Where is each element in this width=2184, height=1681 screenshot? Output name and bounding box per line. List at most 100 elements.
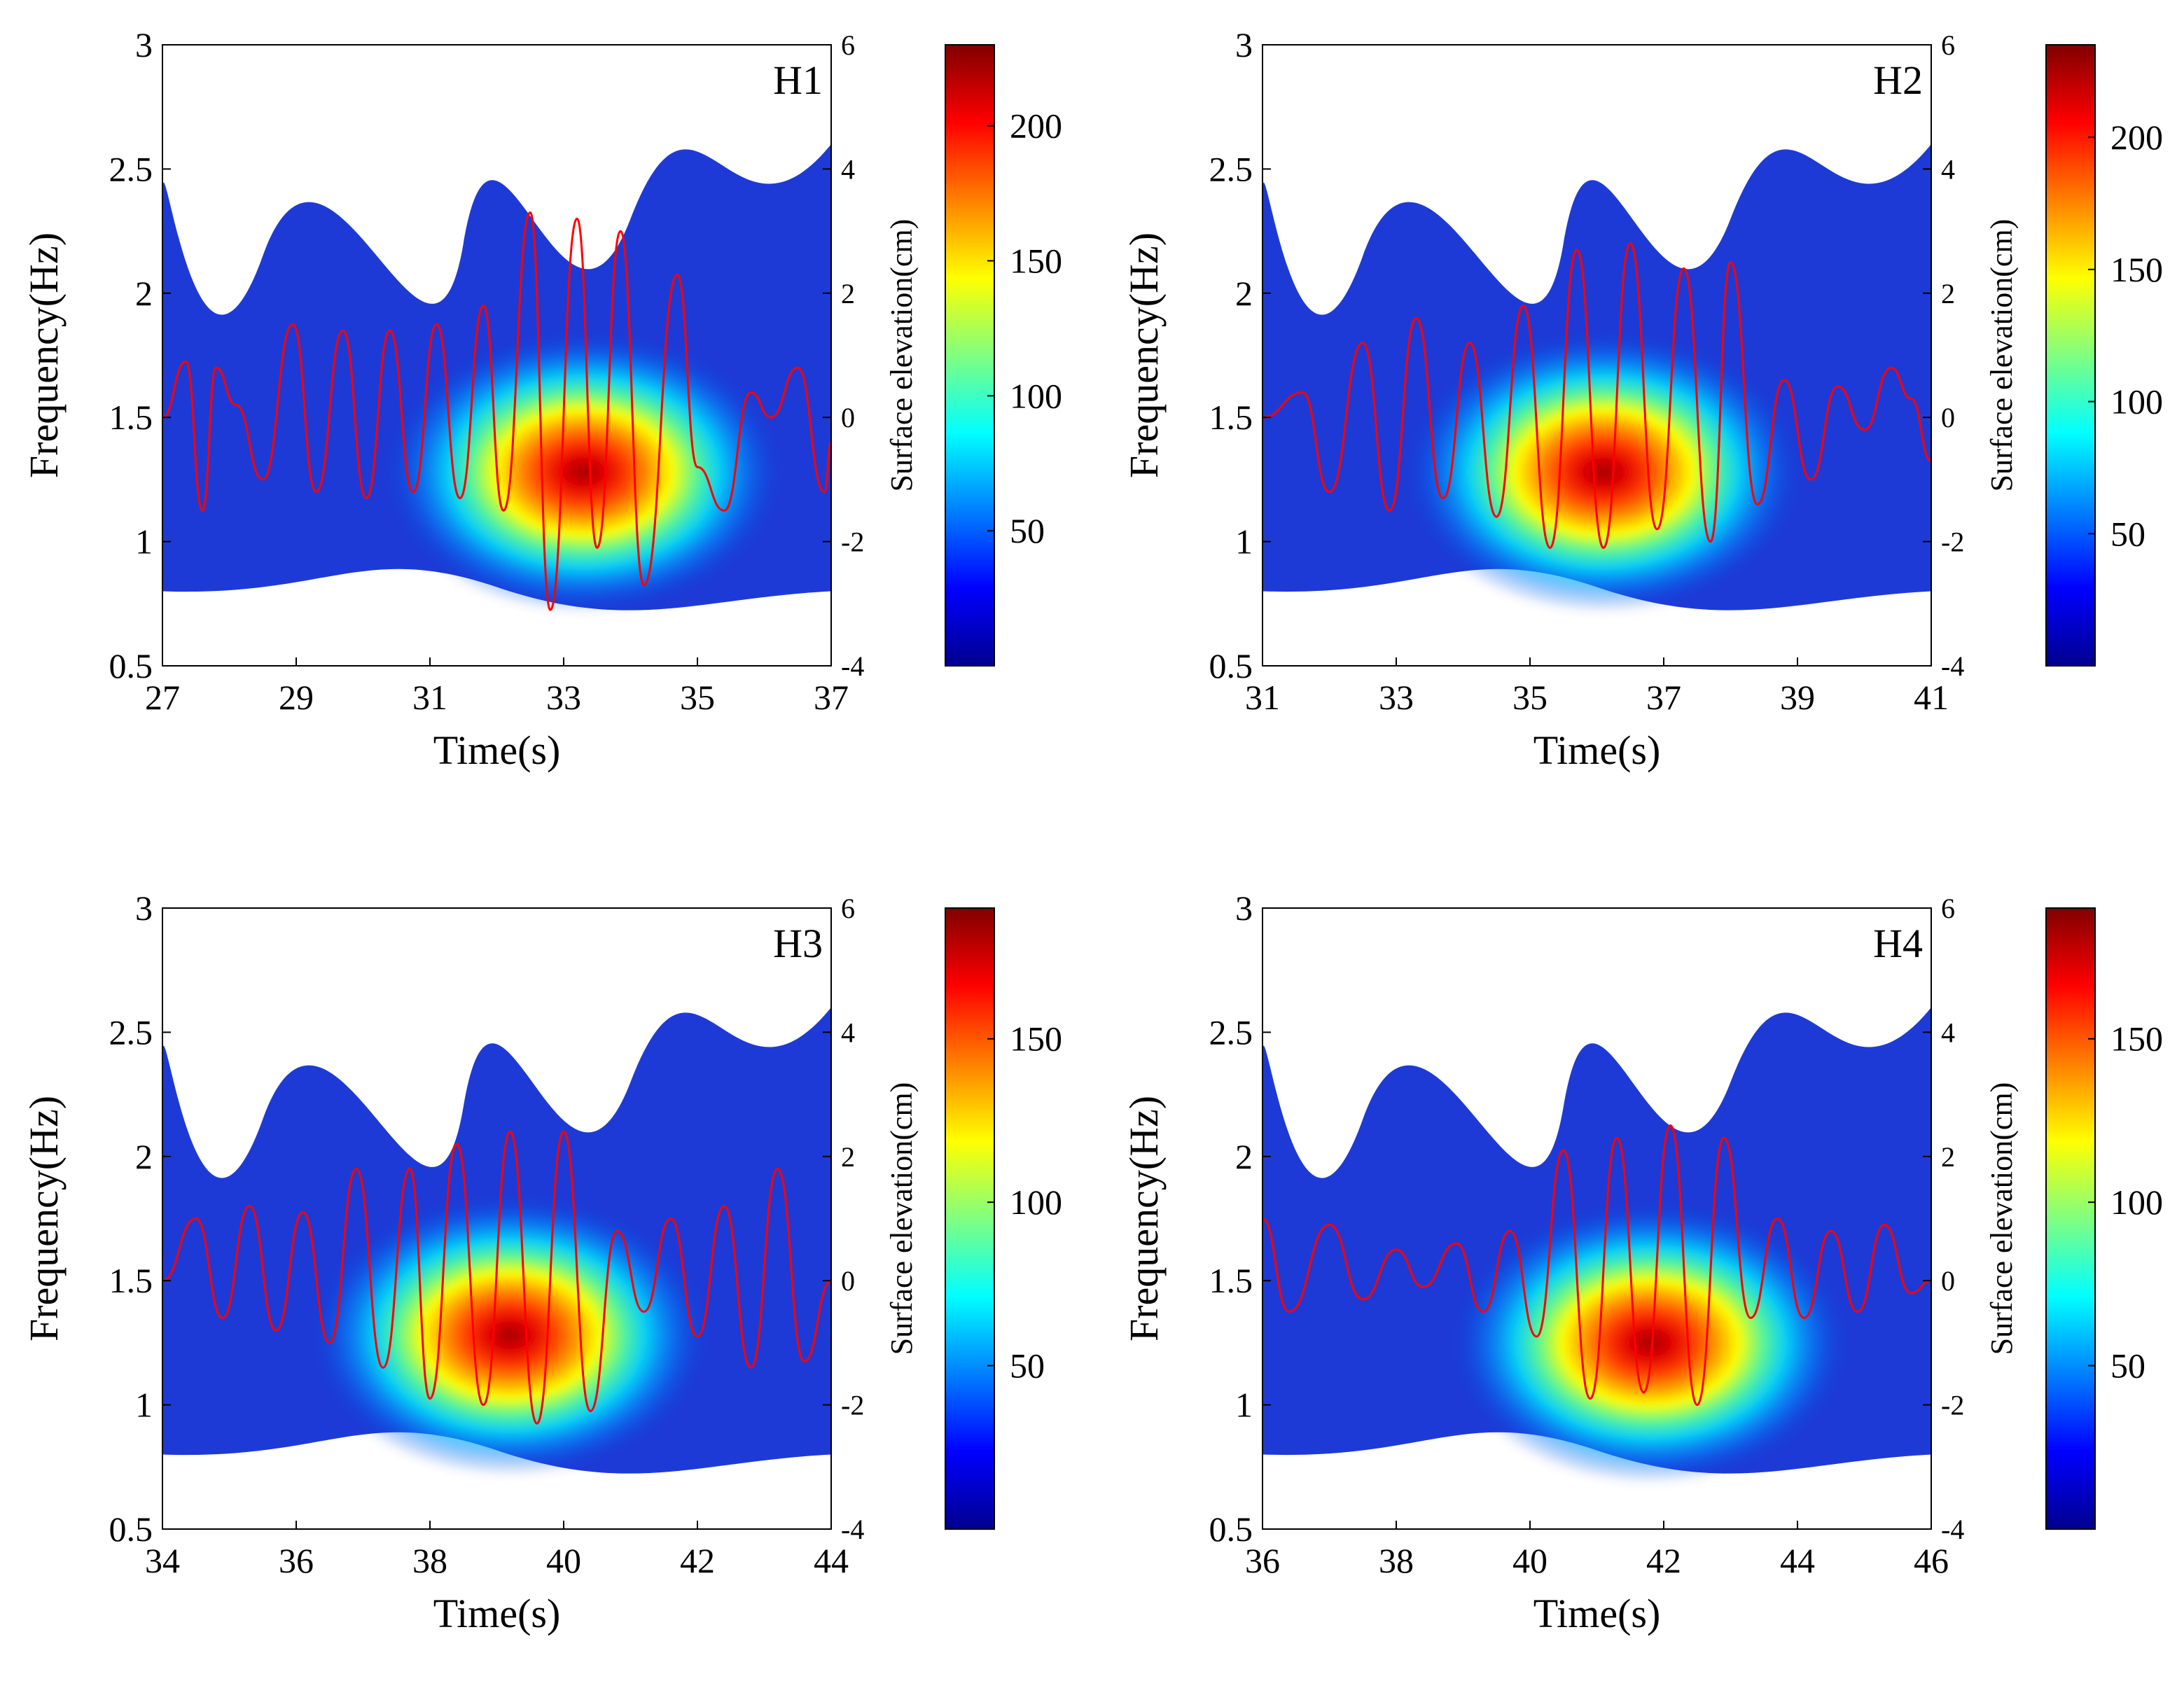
x-tick-label: 44 [1780,1541,1815,1580]
panel-title-h2: H2 [1873,57,1923,103]
y-tick-label: 2.5 [109,149,153,188]
y-tick-label: 1 [1235,1386,1253,1425]
y2-tick-label: 4 [1941,153,1955,185]
y2-tick-label: 6 [841,29,855,61]
x-tick-label: 27 [145,678,180,717]
x-tick-label: 33 [1379,678,1414,717]
y-tick-label: 3 [135,888,153,928]
colorbar-h1 [945,44,995,667]
y-tick-label: 1 [135,522,153,562]
y-tick-label: 2 [135,1137,153,1176]
x-axis-label-h3: Time(s) [433,1591,561,1636]
y-tick-label: 1.5 [1209,1261,1253,1300]
y2-tick-label: 6 [1941,29,1955,61]
y2-tick-label: 6 [1941,893,1955,924]
y2-tick-label: -2 [1941,1390,1964,1421]
colorbar-tick-label: 100 [2110,382,2163,421]
y-tick-label: 2.5 [1209,1012,1253,1052]
plot-frame-h1 [162,44,832,667]
colorbar-tick-label: 150 [1010,1019,1062,1059]
y2-tick-label: 0 [1941,1265,1955,1297]
x-tick-label: 40 [1512,1541,1547,1580]
colorbar-tick-label: 50 [1010,511,1045,550]
panel-title-h3: H3 [773,921,823,966]
y-tick-label: 0.5 [109,646,153,685]
y-axis-label-h4: Frequency(Hz) [1121,1096,1167,1341]
plot-frame-h3 [162,907,832,1530]
y-tick-label: 1 [135,1386,153,1425]
y-tick-label: 1 [1235,522,1253,562]
x-tick-label: 38 [412,1541,447,1580]
colorbar-tick-label: 100 [2110,1183,2163,1222]
elevation-line-h3 [162,1130,831,1425]
x-tick-label: 41 [1914,678,1949,717]
power-peak-h2 [1403,330,1804,614]
x-tick-label: 29 [279,678,314,717]
x-tick-label: 44 [814,1541,849,1580]
y2-tick-label: 2 [1941,1141,1955,1173]
colorbar-tick-label: 200 [1010,106,1062,146]
colorbar-tick-label: 50 [1010,1346,1045,1386]
power-peak-h3 [309,1194,711,1477]
y2-tick-label: 4 [841,1017,855,1048]
x-tick-label: 42 [1646,1541,1681,1580]
power-field-h1 [162,144,831,614]
y-tick-label: 3 [1235,888,1253,928]
panel-title-h1: H1 [773,57,823,103]
y-tick-label: 0.5 [1209,1509,1253,1549]
y2-axis-label-h1: Surface elevation(cm) [884,219,919,492]
panel-h1: 0.5 1 1.5 2 2.5 3 27 29 31 33 35 37-4 -2 0 2 4 6 H1 Time(s… [21,25,1062,773]
y-tick-label: 0.5 [1209,646,1253,685]
y2-tick-label: -2 [841,526,864,558]
y-tick-label: 2.5 [109,1012,153,1052]
colorbar-h2 [2045,44,2096,667]
plot-frame-h4 [1262,907,1932,1530]
colorbar-h4 [2045,907,2096,1530]
y-tick-label: 2.5 [1209,149,1253,188]
x-tick-label: 37 [814,678,849,717]
y2-tick-label: -4 [841,650,864,682]
x-tick-label: 31 [1245,678,1280,717]
x-tick-label: 39 [1780,678,1815,717]
y-axis-label-h3: Frequency(Hz) [21,1096,67,1341]
panel-h2: 0.5 1 1.5 2 2.5 3 31 33 35 37 39 41-4 -2 0 2 4 6 H2 Time(s… [1121,25,2163,773]
y2-tick-label: 4 [1941,1017,1955,1048]
x-tick-label: 33 [546,678,581,717]
y2-tick-label: 6 [841,893,855,924]
power-field-h2 [1263,144,1931,614]
power-field-h4 [1263,1007,1931,1485]
x-tick-label: 46 [1914,1541,1949,1580]
panel-h3: 0.5 1 1.5 2 2.5 3 34 36 38 40 42 44-4 -2 0 2 4 6 H3 Time(s… [21,888,1062,1636]
y2-tick-label: -2 [1941,526,1964,558]
colorbar-tick-label: 150 [2110,250,2163,289]
y2-tick-label: 2 [841,278,855,309]
colorbar-tick-label: 50 [2110,514,2145,553]
y2-tick-label: 0 [1941,402,1955,433]
elevation-line-h4 [1263,1124,1931,1407]
x-axis-label-h4: Time(s) [1533,1591,1661,1636]
y-tick-label: 2 [1235,1137,1253,1176]
colorbar-tick-label: 50 [2110,1346,2145,1386]
y-tick-label: 0.5 [109,1509,153,1549]
elevation-line-h2 [1263,242,1931,549]
x-tick-label: 42 [680,1541,715,1580]
colorbar-tick-label: 100 [1010,376,1062,415]
y-tick-label: 1.5 [109,398,153,437]
y2-axis-label-h2: Surface elevation(cm) [1984,219,2019,492]
y2-tick-label: -4 [1941,1514,1964,1545]
power-field-h3 [162,1007,831,1477]
y-tick-label: 1.5 [1209,398,1253,437]
colorbar-tick-label: 100 [1010,1183,1062,1222]
x-tick-label: 38 [1379,1541,1414,1580]
power-peak-h4 [1449,1201,1851,1485]
y2-tick-label: 0 [841,1265,855,1297]
y2-tick-label: -4 [841,1514,864,1545]
colorbar-tick-label: 150 [2110,1019,2163,1059]
x-tick-label: 35 [680,678,715,717]
x-tick-label: 31 [412,678,447,717]
y2-axis-label-h3: Surface elevation(cm) [884,1082,919,1355]
panel-title-h4: H4 [1873,921,1923,966]
colorbar-tick-label: 150 [1010,242,1062,281]
